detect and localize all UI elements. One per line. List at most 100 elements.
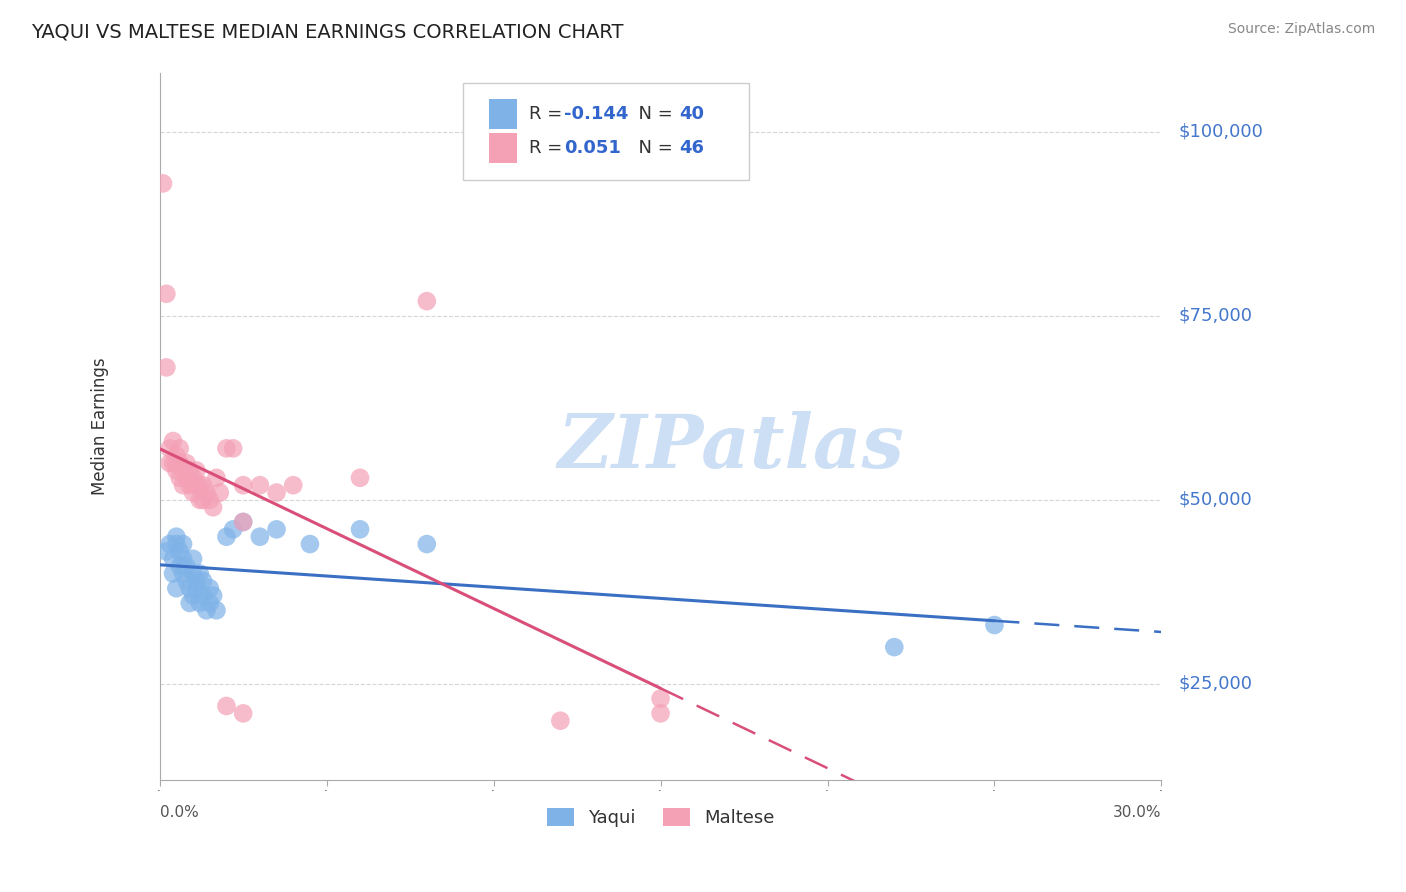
Point <box>165 581 187 595</box>
Point <box>181 485 204 500</box>
Point <box>215 698 238 713</box>
Point <box>176 574 198 588</box>
Point <box>186 574 208 588</box>
Point <box>181 551 204 566</box>
Text: 46: 46 <box>679 139 704 157</box>
Point <box>181 566 204 581</box>
Point <box>155 544 177 558</box>
Text: 0.0%: 0.0% <box>160 805 198 821</box>
Point <box>159 537 181 551</box>
Point <box>215 442 238 456</box>
Point <box>195 603 218 617</box>
Point <box>162 434 184 448</box>
Point <box>188 596 211 610</box>
Point <box>232 515 254 529</box>
Point <box>165 537 187 551</box>
Point <box>202 500 225 515</box>
Point <box>191 574 214 588</box>
Point <box>176 559 198 574</box>
Point <box>883 640 905 654</box>
Point <box>188 492 211 507</box>
Point <box>188 566 211 581</box>
Point <box>198 596 221 610</box>
Text: 30.0%: 30.0% <box>1114 805 1161 821</box>
Point <box>650 706 672 721</box>
Point <box>169 471 191 485</box>
Point <box>198 581 221 595</box>
Text: $100,000: $100,000 <box>1178 123 1263 141</box>
Point <box>650 691 672 706</box>
Point <box>172 551 194 566</box>
Point <box>202 589 225 603</box>
Point <box>416 537 439 551</box>
Point <box>191 589 214 603</box>
Text: $50,000: $50,000 <box>1178 491 1251 509</box>
Point <box>169 442 191 456</box>
Point <box>165 456 187 470</box>
Point <box>249 478 271 492</box>
Point <box>283 478 305 492</box>
Point <box>155 360 177 375</box>
Point <box>169 544 191 558</box>
Point <box>550 714 572 728</box>
Point <box>186 478 208 492</box>
Text: $75,000: $75,000 <box>1178 307 1253 325</box>
Text: -0.144: -0.144 <box>564 105 628 123</box>
Point <box>162 566 184 581</box>
Point <box>191 478 214 492</box>
Point <box>266 522 288 536</box>
Point <box>169 559 191 574</box>
Point <box>215 530 238 544</box>
Point <box>172 566 194 581</box>
Point <box>188 478 211 492</box>
Point <box>179 581 201 595</box>
Point <box>152 177 174 191</box>
Point <box>205 603 228 617</box>
Point <box>176 456 198 470</box>
Point <box>172 478 194 492</box>
Point <box>349 522 371 536</box>
Point <box>165 530 187 544</box>
Point <box>162 551 184 566</box>
Point <box>266 485 288 500</box>
Point <box>232 515 254 529</box>
Text: YAQUI VS MALTESE MEDIAN EARNINGS CORRELATION CHART: YAQUI VS MALTESE MEDIAN EARNINGS CORRELA… <box>31 22 623 41</box>
Text: Source: ZipAtlas.com: Source: ZipAtlas.com <box>1227 22 1375 37</box>
Point <box>416 294 439 309</box>
Text: 40: 40 <box>679 105 704 123</box>
Bar <box>489 99 517 128</box>
FancyBboxPatch shape <box>463 83 749 180</box>
Point <box>165 449 187 463</box>
Point <box>232 478 254 492</box>
Point <box>179 596 201 610</box>
Text: Median Earnings: Median Earnings <box>90 358 108 495</box>
Point <box>186 463 208 477</box>
Point <box>159 442 181 456</box>
Point <box>298 537 321 551</box>
Point <box>222 522 245 536</box>
Text: N =: N = <box>627 139 679 157</box>
Point <box>181 471 204 485</box>
Point <box>181 589 204 603</box>
Point <box>232 706 254 721</box>
Point <box>349 471 371 485</box>
Point <box>179 463 201 477</box>
Point <box>169 456 191 470</box>
Text: ZIPatlas: ZIPatlas <box>557 411 904 483</box>
Point <box>208 485 231 500</box>
Point <box>155 286 177 301</box>
Point <box>205 471 228 485</box>
Point <box>179 478 201 492</box>
Point <box>176 471 198 485</box>
Point <box>172 463 194 477</box>
Point <box>159 456 181 470</box>
Text: 0.051: 0.051 <box>564 139 621 157</box>
Text: $25,000: $25,000 <box>1178 675 1253 693</box>
Point <box>195 485 218 500</box>
Point <box>249 530 271 544</box>
Legend: Yaqui, Maltese: Yaqui, Maltese <box>540 800 782 834</box>
Point <box>162 456 184 470</box>
Text: N =: N = <box>627 105 679 123</box>
Bar <box>489 133 517 162</box>
Point <box>983 618 1005 632</box>
